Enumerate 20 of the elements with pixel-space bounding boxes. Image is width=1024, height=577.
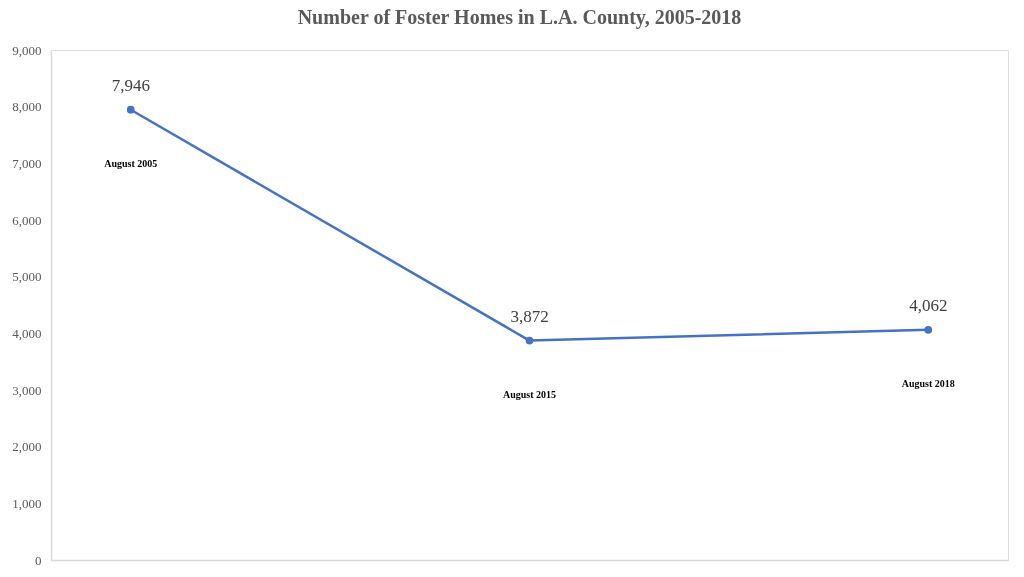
data-label: 4,062 (909, 295, 948, 315)
y-tick-label: 5,000 (12, 269, 42, 285)
y-tick-label: 8,000 (12, 99, 42, 115)
y-tick-label: 4,000 (12, 325, 42, 341)
annotation: August 2005 (104, 157, 158, 169)
y-tick-label: 3,000 (12, 382, 42, 398)
annotation: August 2018 (901, 377, 955, 389)
y-tick-label: 6,000 (12, 212, 42, 228)
point (924, 325, 933, 334)
chart-title: Number of Foster Homes in L.A. County, 2005-2018 (297, 6, 742, 29)
y-tick-label: 7,000 (12, 155, 42, 171)
y-tick-label: 2,000 (12, 439, 42, 455)
y-tick-label: 9,000 (12, 42, 42, 58)
annotation: August 2015 (502, 388, 557, 400)
data-label: 3,872 (510, 306, 549, 326)
point (126, 105, 135, 114)
y-tick-label: 0 (35, 552, 42, 568)
data-label: 7,946 (111, 75, 150, 95)
point (525, 336, 534, 345)
y-tick-label: 1,000 (12, 495, 42, 511)
